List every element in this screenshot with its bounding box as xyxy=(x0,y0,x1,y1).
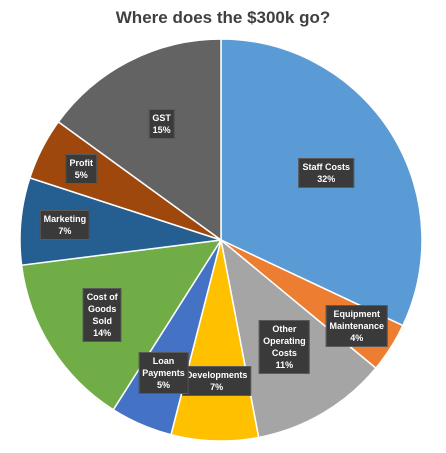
data-label-cost-of-goods-sold: Cost of Goods Sold 14% xyxy=(82,288,122,343)
data-label-developments: Developments 7% xyxy=(181,365,252,396)
data-label-marketing: Marketing 7% xyxy=(39,210,91,241)
data-label-staff-costs: Staff Costs 32% xyxy=(298,158,354,189)
chart-title: Where does the $300k go? xyxy=(115,8,331,27)
data-label-profit: Profit 5% xyxy=(65,153,98,184)
data-label-other-operating-costs: Other Operating Costs 11% xyxy=(259,320,310,375)
data-label-loan-payments: Loan Payments 5% xyxy=(138,351,189,394)
data-label-equipment-maintenance: Equipment Maintenance 4% xyxy=(325,305,389,348)
pie-slice-gst xyxy=(57,38,222,242)
data-label-gst: GST 15% xyxy=(148,108,175,139)
